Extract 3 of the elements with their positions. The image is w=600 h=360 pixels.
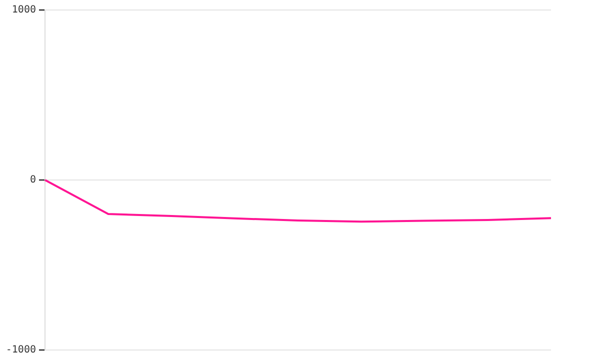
y-tick-label: 0: [30, 174, 36, 186]
y-tick-label: 1000: [12, 4, 36, 16]
y-tick-label: -1000: [6, 344, 36, 356]
